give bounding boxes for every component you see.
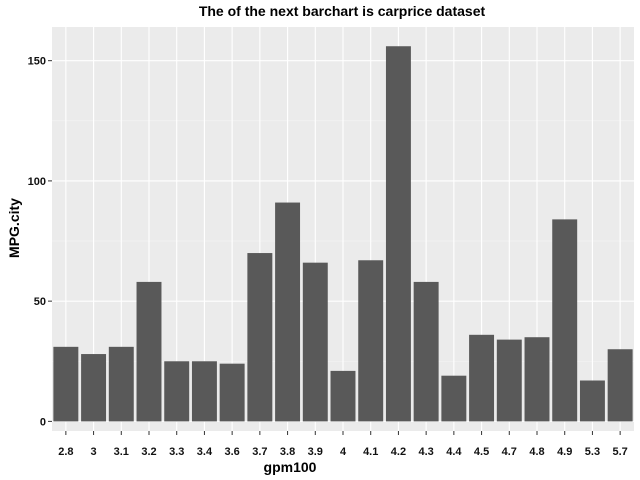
bar-4.9: [552, 219, 578, 422]
y-tick-label: 150: [28, 56, 46, 68]
bar-4.4: [441, 375, 467, 422]
bar-4.7: [496, 339, 522, 422]
x-tick-label: 3.9: [308, 446, 323, 458]
bar-3.1: [108, 346, 134, 422]
bar-3.2: [136, 281, 162, 422]
x-tick-label: 2.8: [58, 446, 73, 458]
x-tick-label: 3.2: [141, 446, 156, 458]
y-tick-label: 100: [28, 176, 46, 188]
y-tick-label: 50: [34, 296, 46, 308]
bar-4: [330, 370, 356, 422]
bar-5.3: [579, 380, 605, 422]
bar-3.9: [302, 262, 328, 422]
bar-4.1: [358, 260, 384, 422]
bar-4.5: [469, 334, 495, 422]
x-tick-label: 3: [91, 446, 97, 458]
bar-3: [81, 354, 107, 422]
x-tick-label: 4.8: [529, 446, 544, 458]
x-tick-label: 4.7: [502, 446, 517, 458]
y-axis-title: MPG.city: [6, 198, 22, 258]
y-axis: 0 50 100 150: [28, 56, 52, 428]
bar-5.7: [607, 349, 633, 422]
x-tick-label: 5.7: [612, 446, 627, 458]
x-tick-label: 4: [340, 446, 347, 458]
x-tick-label: 4.1: [363, 446, 378, 458]
x-axis-title: gpm100: [264, 459, 317, 475]
x-tick-label: 4.9: [557, 446, 572, 458]
bar-4.2: [385, 46, 411, 422]
x-tick-label: 4.2: [391, 446, 406, 458]
x-tick-label: 4.4: [446, 446, 462, 458]
x-tick-label: 4.5: [474, 446, 489, 458]
x-tick-label: 3.1: [114, 446, 129, 458]
bar-3.7: [247, 253, 273, 422]
x-tick-label: 3.3: [169, 446, 184, 458]
x-axis: 2.8 3 3.1 3.2 3.3 3.4 3.6 3.7 3.8 3.9 4 4.1 4.2 4.3 4.…: [58, 431, 628, 458]
bar-2.8: [53, 346, 79, 422]
chart-title: The of the next barchart is carprice dat…: [199, 3, 486, 19]
x-tick-label: 3.6: [224, 446, 239, 458]
x-tick-label: 3.4: [197, 446, 213, 458]
y-tick-label: 0: [40, 416, 46, 428]
x-tick-label: 3.8: [280, 446, 295, 458]
bar-3.4: [191, 361, 217, 422]
bar-4.3: [413, 281, 439, 422]
x-tick-label: 3.7: [252, 446, 267, 458]
x-tick-label: 5.3: [585, 446, 600, 458]
bar-3.8: [275, 202, 301, 422]
bar-3.6: [219, 363, 245, 422]
bar-4.8: [524, 337, 550, 422]
bar-3.3: [164, 361, 190, 422]
x-tick-label: 4.3: [418, 446, 433, 458]
bars: [53, 46, 633, 422]
